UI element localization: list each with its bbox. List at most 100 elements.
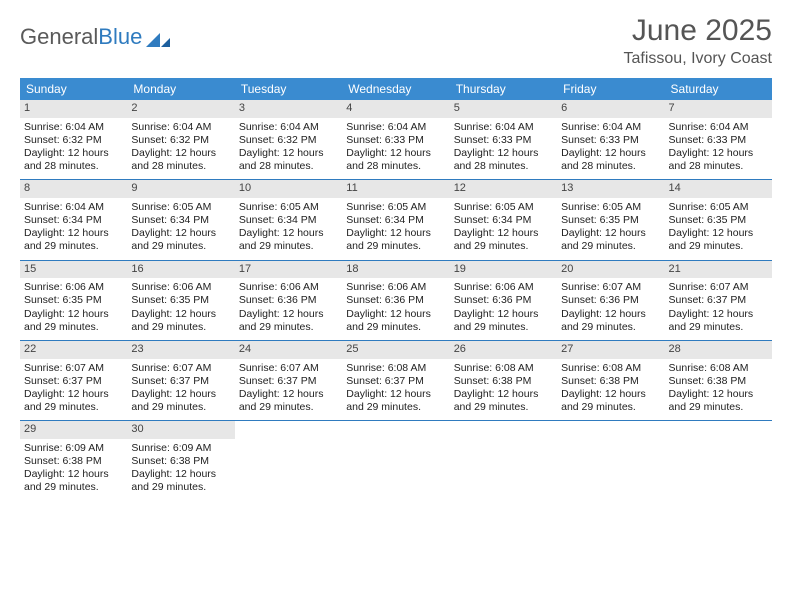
daylight-line: Daylight: 12 hours and 29 minutes. bbox=[454, 308, 553, 334]
day-number: 8 bbox=[20, 180, 127, 198]
sunrise-line: Sunrise: 6:08 AM bbox=[454, 362, 553, 375]
sunrise-line: Sunrise: 6:07 AM bbox=[561, 281, 660, 294]
day-number: 19 bbox=[450, 261, 557, 279]
daylight-line: Daylight: 12 hours and 28 minutes. bbox=[561, 147, 660, 173]
day-number: 15 bbox=[20, 261, 127, 279]
sunrise-line: Sunrise: 6:05 AM bbox=[454, 201, 553, 214]
sunset-line: Sunset: 6:37 PM bbox=[669, 294, 768, 307]
day-number: 9 bbox=[127, 180, 234, 198]
calendar: SundayMondayTuesdayWednesdayThursdayFrid… bbox=[20, 78, 772, 500]
day-number: 5 bbox=[450, 100, 557, 118]
calendar-day: 29Sunrise: 6:09 AMSunset: 6:38 PMDayligh… bbox=[20, 421, 127, 500]
weekday-header-row: SundayMondayTuesdayWednesdayThursdayFrid… bbox=[20, 78, 772, 100]
sunset-line: Sunset: 6:33 PM bbox=[346, 134, 445, 147]
calendar-day: 9Sunrise: 6:05 AMSunset: 6:34 PMDaylight… bbox=[127, 180, 234, 259]
sunset-line: Sunset: 6:32 PM bbox=[131, 134, 230, 147]
sunset-line: Sunset: 6:38 PM bbox=[454, 375, 553, 388]
brand-part1: General bbox=[20, 24, 98, 50]
calendar-day: 4Sunrise: 6:04 AMSunset: 6:33 PMDaylight… bbox=[342, 100, 449, 179]
sunset-line: Sunset: 6:36 PM bbox=[454, 294, 553, 307]
day-number: 16 bbox=[127, 261, 234, 279]
sunset-line: Sunset: 6:32 PM bbox=[239, 134, 338, 147]
title-block: June 2025 Tafissou, Ivory Coast bbox=[624, 14, 773, 68]
sunrise-line: Sunrise: 6:08 AM bbox=[669, 362, 768, 375]
sunset-line: Sunset: 6:38 PM bbox=[669, 375, 768, 388]
weekday-header: Tuesday bbox=[235, 78, 342, 100]
day-number: 28 bbox=[665, 341, 772, 359]
calendar-day: 8Sunrise: 6:04 AMSunset: 6:34 PMDaylight… bbox=[20, 180, 127, 259]
day-number: 10 bbox=[235, 180, 342, 198]
sunrise-line: Sunrise: 6:04 AM bbox=[454, 121, 553, 134]
day-number: 18 bbox=[342, 261, 449, 279]
sunrise-line: Sunrise: 6:06 AM bbox=[24, 281, 123, 294]
daylight-line: Daylight: 12 hours and 29 minutes. bbox=[24, 227, 123, 253]
sunrise-line: Sunrise: 6:06 AM bbox=[454, 281, 553, 294]
calendar-week: 15Sunrise: 6:06 AMSunset: 6:35 PMDayligh… bbox=[20, 260, 772, 340]
daylight-line: Daylight: 12 hours and 29 minutes. bbox=[24, 388, 123, 414]
sunrise-line: Sunrise: 6:04 AM bbox=[239, 121, 338, 134]
sunrise-line: Sunrise: 6:08 AM bbox=[561, 362, 660, 375]
calendar-day: 3Sunrise: 6:04 AMSunset: 6:32 PMDaylight… bbox=[235, 100, 342, 179]
sunset-line: Sunset: 6:36 PM bbox=[561, 294, 660, 307]
day-number: 29 bbox=[20, 421, 127, 439]
sunset-line: Sunset: 6:36 PM bbox=[239, 294, 338, 307]
daylight-line: Daylight: 12 hours and 29 minutes. bbox=[561, 388, 660, 414]
calendar-day: 15Sunrise: 6:06 AMSunset: 6:35 PMDayligh… bbox=[20, 261, 127, 340]
sunrise-line: Sunrise: 6:09 AM bbox=[24, 442, 123, 455]
daylight-line: Daylight: 12 hours and 28 minutes. bbox=[239, 147, 338, 173]
calendar-day: 28Sunrise: 6:08 AMSunset: 6:38 PMDayligh… bbox=[665, 341, 772, 420]
calendar-day: 13Sunrise: 6:05 AMSunset: 6:35 PMDayligh… bbox=[557, 180, 664, 259]
sunrise-line: Sunrise: 6:06 AM bbox=[131, 281, 230, 294]
sunrise-line: Sunrise: 6:09 AM bbox=[131, 442, 230, 455]
sunset-line: Sunset: 6:38 PM bbox=[24, 455, 123, 468]
daylight-line: Daylight: 12 hours and 29 minutes. bbox=[131, 468, 230, 494]
day-number: 25 bbox=[342, 341, 449, 359]
daylight-line: Daylight: 12 hours and 29 minutes. bbox=[131, 227, 230, 253]
day-number: 21 bbox=[665, 261, 772, 279]
month-title: June 2025 bbox=[624, 14, 773, 48]
sunset-line: Sunset: 6:38 PM bbox=[131, 455, 230, 468]
calendar-day: 27Sunrise: 6:08 AMSunset: 6:38 PMDayligh… bbox=[557, 341, 664, 420]
day-number: 13 bbox=[557, 180, 664, 198]
brand-part2: Blue bbox=[98, 24, 142, 50]
calendar-day: 2Sunrise: 6:04 AMSunset: 6:32 PMDaylight… bbox=[127, 100, 234, 179]
weekday-header: Wednesday bbox=[342, 78, 449, 100]
day-number: 4 bbox=[342, 100, 449, 118]
sunrise-line: Sunrise: 6:04 AM bbox=[346, 121, 445, 134]
daylight-line: Daylight: 12 hours and 29 minutes. bbox=[561, 308, 660, 334]
daylight-line: Daylight: 12 hours and 29 minutes. bbox=[239, 308, 338, 334]
day-number: 24 bbox=[235, 341, 342, 359]
day-number: 20 bbox=[557, 261, 664, 279]
calendar-week: 1Sunrise: 6:04 AMSunset: 6:32 PMDaylight… bbox=[20, 100, 772, 179]
sunrise-line: Sunrise: 6:06 AM bbox=[346, 281, 445, 294]
sunrise-line: Sunrise: 6:05 AM bbox=[239, 201, 338, 214]
sunset-line: Sunset: 6:37 PM bbox=[346, 375, 445, 388]
calendar-day: 5Sunrise: 6:04 AMSunset: 6:33 PMDaylight… bbox=[450, 100, 557, 179]
sunset-line: Sunset: 6:32 PM bbox=[24, 134, 123, 147]
sunrise-line: Sunrise: 6:08 AM bbox=[346, 362, 445, 375]
page-header: GeneralBlue June 2025 Tafissou, Ivory Co… bbox=[20, 14, 772, 68]
daylight-line: Daylight: 12 hours and 29 minutes. bbox=[131, 388, 230, 414]
sunset-line: Sunset: 6:35 PM bbox=[131, 294, 230, 307]
calendar-day: 11Sunrise: 6:05 AMSunset: 6:34 PMDayligh… bbox=[342, 180, 449, 259]
brand-logo: GeneralBlue bbox=[20, 24, 170, 50]
sunset-line: Sunset: 6:34 PM bbox=[24, 214, 123, 227]
calendar-day: 21Sunrise: 6:07 AMSunset: 6:37 PMDayligh… bbox=[665, 261, 772, 340]
calendar-day: 23Sunrise: 6:07 AMSunset: 6:37 PMDayligh… bbox=[127, 341, 234, 420]
calendar-day: 18Sunrise: 6:06 AMSunset: 6:36 PMDayligh… bbox=[342, 261, 449, 340]
calendar-day: 30Sunrise: 6:09 AMSunset: 6:38 PMDayligh… bbox=[127, 421, 234, 500]
sunset-line: Sunset: 6:33 PM bbox=[669, 134, 768, 147]
weekday-header: Monday bbox=[127, 78, 234, 100]
sunset-line: Sunset: 6:34 PM bbox=[454, 214, 553, 227]
sunrise-line: Sunrise: 6:05 AM bbox=[561, 201, 660, 214]
day-number: 22 bbox=[20, 341, 127, 359]
weekday-header: Friday bbox=[557, 78, 664, 100]
sunrise-line: Sunrise: 6:07 AM bbox=[24, 362, 123, 375]
day-number: 6 bbox=[557, 100, 664, 118]
calendar-grid: 1Sunrise: 6:04 AMSunset: 6:32 PMDaylight… bbox=[20, 100, 772, 500]
sunset-line: Sunset: 6:37 PM bbox=[131, 375, 230, 388]
brand-mark-icon bbox=[146, 27, 170, 47]
calendar-day: 12Sunrise: 6:05 AMSunset: 6:34 PMDayligh… bbox=[450, 180, 557, 259]
sunrise-line: Sunrise: 6:05 AM bbox=[346, 201, 445, 214]
daylight-line: Daylight: 12 hours and 29 minutes. bbox=[669, 308, 768, 334]
